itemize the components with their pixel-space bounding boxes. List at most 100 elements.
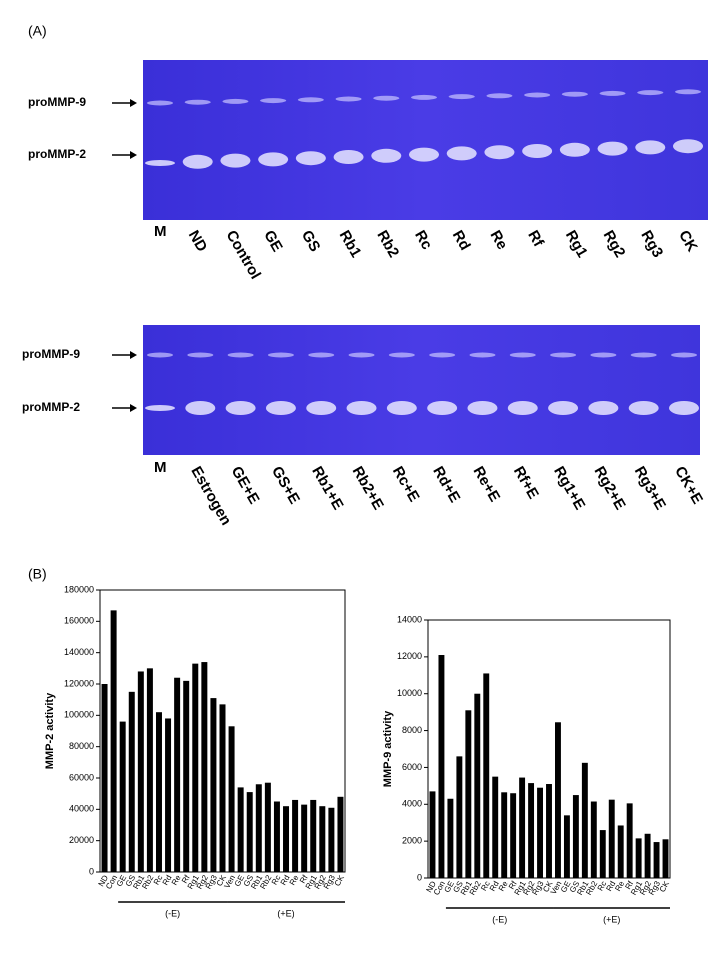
gel-band [486, 93, 513, 99]
gel-band [147, 352, 173, 358]
group-label: (+E) [277, 908, 294, 918]
lane-label: Rf+E [510, 463, 542, 501]
x-tick-label: CK [333, 873, 347, 888]
bar [474, 693, 481, 878]
gel-band [333, 150, 364, 164]
bar [662, 839, 669, 878]
band-marker: proMMP-2 [28, 147, 86, 161]
y-tick-label: 6000 [402, 762, 422, 772]
lane-label: M [154, 223, 167, 240]
bar [635, 838, 642, 878]
gel-band [373, 95, 400, 101]
lane-label: GS+E [268, 463, 303, 507]
gel-band [599, 90, 626, 96]
gel-band [409, 147, 439, 162]
y-tick-label: 60000 [69, 772, 94, 782]
y-tick-label: 180000 [64, 584, 94, 594]
gel-band [671, 352, 697, 358]
lane-label: GS [298, 227, 324, 254]
gel-band [628, 401, 659, 415]
marker-arrowhead [130, 351, 137, 359]
bar [501, 792, 508, 878]
bar [429, 791, 436, 878]
gel-band [182, 154, 213, 169]
bar [165, 718, 172, 872]
y-tick-label: 14000 [397, 614, 422, 624]
bar [210, 698, 217, 872]
lane-label: Rb1+E [308, 463, 346, 512]
bar [310, 799, 317, 872]
y-tick-label: 120000 [64, 678, 94, 688]
lane-label: Rg2 [600, 227, 629, 260]
gel-band [267, 352, 294, 358]
lane-label: Rg1+E [550, 463, 588, 512]
y-tick-label: 8000 [402, 725, 422, 735]
gel-band [187, 352, 214, 358]
gel-band [265, 401, 296, 415]
gel-band [550, 352, 577, 358]
lane-label: Rf [524, 227, 547, 250]
gel-band [335, 96, 362, 102]
bar [283, 806, 290, 872]
gel-band [147, 100, 173, 106]
gel-band [306, 401, 337, 415]
gel-band [635, 140, 666, 155]
gel-band [469, 352, 496, 358]
lane-label: Rg3+E [631, 463, 669, 512]
bar [492, 776, 499, 878]
lane-label: ND [185, 227, 211, 254]
y-tick-label: 2000 [402, 836, 422, 846]
gel-band [590, 352, 617, 358]
y-tick-label: 0 [89, 866, 94, 876]
y-tick-label: 80000 [69, 741, 94, 751]
gel-band [675, 89, 701, 95]
gel-image [143, 325, 700, 455]
bar [456, 756, 463, 878]
gel-band [184, 99, 211, 105]
bar [319, 806, 326, 872]
gel-band [308, 352, 335, 358]
gel-band [588, 401, 619, 415]
lane-label: Rd [449, 227, 474, 253]
marker-arrowhead [130, 404, 137, 412]
bar [528, 783, 535, 878]
band-marker: proMMP-2 [22, 400, 80, 414]
gel-band [295, 151, 326, 166]
bar [563, 815, 570, 878]
group-label: (-E) [492, 914, 507, 924]
lane-label: Rg1 [562, 227, 591, 260]
panel-label: (B) [28, 566, 47, 582]
bar [483, 673, 490, 878]
bar [510, 793, 517, 878]
y-tick-label: 100000 [64, 710, 94, 720]
x-tick-label: Rd [488, 880, 501, 893]
bar [273, 801, 280, 872]
lane-label: Rc [411, 227, 435, 252]
gel-band [388, 352, 415, 358]
gel-band [346, 401, 377, 415]
gel-band [386, 401, 417, 415]
gel-band [597, 141, 628, 156]
lane-label: GE+E [228, 463, 263, 507]
bar [183, 680, 190, 872]
bar [572, 795, 579, 878]
lane-label: Control [223, 227, 264, 282]
gel-image [143, 60, 708, 220]
gel-band [258, 152, 289, 167]
bar [608, 799, 615, 878]
x-tick-label: Rd [604, 880, 617, 893]
bar [555, 722, 561, 878]
bar [581, 762, 588, 878]
bar [292, 799, 299, 872]
gel-band [222, 98, 249, 104]
bar [201, 662, 208, 872]
x-tick-label: Rc [479, 880, 492, 893]
bar [644, 833, 651, 878]
band-marker: proMMP-9 [28, 95, 86, 109]
lane-label: Rb1 [336, 227, 365, 260]
gel-band [429, 352, 456, 358]
gel-band [297, 97, 324, 103]
bar [101, 684, 108, 872]
gel-band [561, 91, 588, 97]
lane-label: Estrogen [187, 463, 234, 528]
